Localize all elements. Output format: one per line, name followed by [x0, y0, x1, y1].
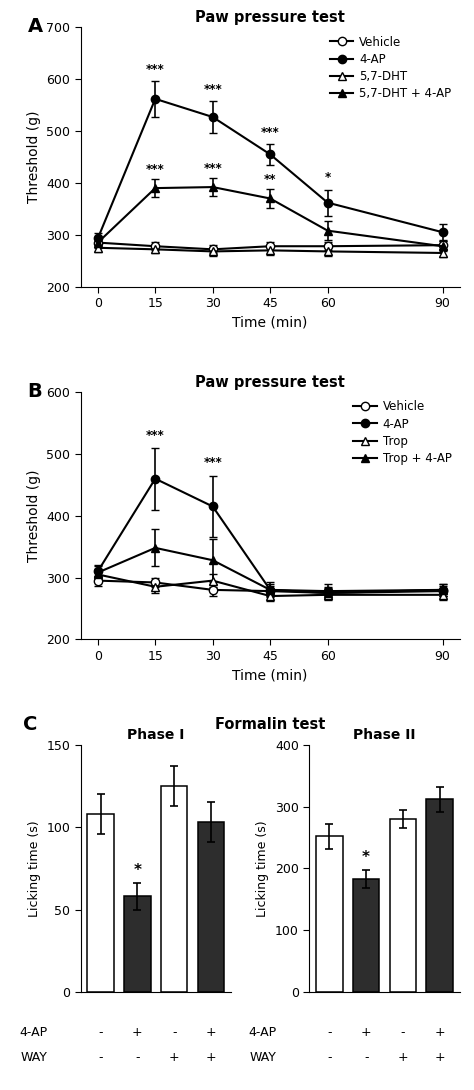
Text: **: **	[264, 173, 276, 186]
Y-axis label: Threshold (g): Threshold (g)	[27, 111, 41, 203]
Text: +: +	[206, 1027, 216, 1040]
Bar	[390, 819, 416, 992]
Text: +: +	[169, 1051, 180, 1064]
Text: ***: ***	[203, 161, 222, 174]
Text: +: +	[434, 1027, 445, 1040]
Bar	[161, 786, 187, 992]
Y-axis label: Threshold (g): Threshold (g)	[27, 470, 41, 562]
Text: WAY: WAY	[249, 1051, 276, 1064]
Title: Paw pressure test: Paw pressure test	[195, 10, 345, 25]
Text: 4-AP: 4-AP	[19, 1027, 47, 1040]
X-axis label: Time (min): Time (min)	[232, 668, 308, 682]
Text: *: *	[325, 171, 331, 184]
Title: Phase II: Phase II	[353, 728, 416, 742]
Text: -: -	[364, 1051, 368, 1064]
Text: *: *	[134, 863, 141, 879]
Y-axis label: Licking time (s): Licking time (s)	[256, 820, 269, 917]
Legend: Vehicle, 4-AP, Trop, Trop + 4-AP: Vehicle, 4-AP, Trop, Trop + 4-AP	[351, 398, 454, 468]
Text: -: -	[99, 1027, 103, 1040]
Text: C: C	[23, 715, 38, 735]
Text: ***: ***	[146, 62, 164, 75]
Text: +: +	[132, 1027, 143, 1040]
Title: Phase I: Phase I	[127, 728, 184, 742]
Text: ***: ***	[203, 457, 222, 470]
Bar	[124, 896, 151, 992]
Text: -: -	[135, 1051, 140, 1064]
Y-axis label: Licking time (s): Licking time (s)	[28, 820, 41, 917]
Text: -: -	[401, 1027, 405, 1040]
Text: 4-AP: 4-AP	[248, 1027, 276, 1040]
Text: *: *	[362, 849, 370, 864]
Text: +: +	[361, 1027, 372, 1040]
Text: ***: ***	[146, 428, 164, 441]
Text: ***: ***	[203, 83, 222, 96]
Text: ***: ***	[146, 162, 164, 175]
Legend: Vehicle, 4-AP, 5,7-DHT, 5,7-DHT + 4-AP: Vehicle, 4-AP, 5,7-DHT, 5,7-DHT + 4-AP	[328, 33, 454, 102]
Text: B: B	[27, 383, 42, 401]
Title: Paw pressure test: Paw pressure test	[195, 375, 345, 389]
X-axis label: Time (min): Time (min)	[232, 316, 308, 329]
Text: -: -	[172, 1027, 176, 1040]
Text: +: +	[434, 1051, 445, 1064]
Text: -: -	[99, 1051, 103, 1064]
Text: -: -	[327, 1051, 332, 1064]
Bar	[87, 814, 114, 992]
Bar	[353, 879, 379, 992]
Text: -: -	[327, 1027, 332, 1040]
Text: WAY: WAY	[20, 1051, 47, 1064]
Bar	[316, 836, 343, 992]
Text: +: +	[398, 1051, 408, 1064]
Text: Formalin test: Formalin test	[215, 717, 325, 731]
Bar	[427, 799, 453, 992]
Bar	[198, 822, 224, 992]
Text: +: +	[206, 1051, 216, 1064]
Text: ***: ***	[261, 125, 280, 138]
Text: A: A	[27, 16, 43, 36]
